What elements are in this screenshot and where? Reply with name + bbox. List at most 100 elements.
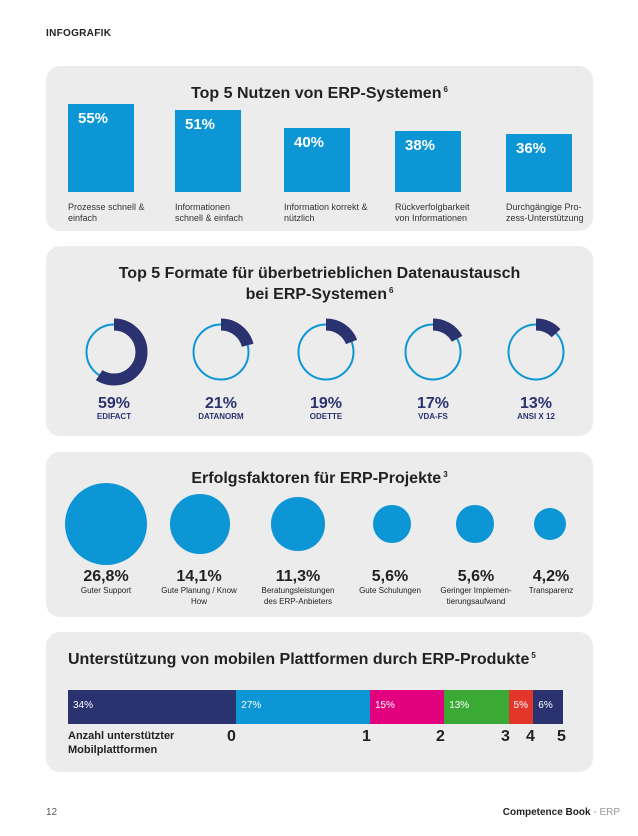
- benefits-title: Top 5 Nutzen von ERP-Systemen 6: [46, 83, 593, 104]
- formats-title-line-2: bei ERP-Systemen 6: [46, 284, 593, 305]
- format-donut: [187, 318, 255, 386]
- success-bubble: [373, 505, 411, 543]
- panel-success: Erfolgsfaktoren für ERP-Projekte 3 26,8% G…: [46, 452, 593, 617]
- book-name: Competence Book: [502, 807, 591, 818]
- mobile-title: Unterstützung von mobilen Plattformen du…: [68, 649, 536, 670]
- benefit-value: 36%: [516, 140, 547, 158]
- success-label: Transparenz: [501, 585, 601, 596]
- benefits-title-text: Top 5 Nutzen von ERP-Systemen: [191, 85, 442, 102]
- success-label: Guter Support: [56, 585, 156, 596]
- format-percent: 19%: [309, 395, 343, 412]
- success-label-line: Gute Planung / Know: [161, 586, 237, 595]
- success-label-line: Guter Support: [80, 586, 132, 595]
- mobile-segment-value: 6%: [538, 700, 553, 711]
- success-label-line: Beratungsleistungen: [261, 586, 335, 595]
- benefit-category-line: einfach: [68, 213, 98, 223]
- benefit-category-line: Prozesse schnell &: [68, 202, 145, 212]
- mobile-segment-value: 27%: [241, 700, 262, 711]
- success-bubble: [456, 505, 494, 543]
- mobile-segment: 34%: [68, 690, 237, 724]
- format-percent: 13%: [519, 395, 553, 412]
- mobile-segment-value: 5%: [513, 700, 528, 711]
- format-donut: [80, 318, 148, 386]
- success-percent: 14,1%: [176, 568, 222, 585]
- format-label: ODETTE: [309, 412, 343, 421]
- formats-title-line-1: Top 5 Formate für überbetrieblichen Date…: [118, 265, 521, 282]
- format-label: DATANORM: [198, 412, 244, 421]
- format-percent: 59%: [97, 395, 131, 412]
- benefit-value: 38%: [405, 137, 436, 155]
- formats-title-line-2-text: bei ERP-Systemen: [245, 286, 387, 303]
- mobile-segment-value: 15%: [374, 700, 395, 711]
- benefit-category: Information korrekt & nützlich: [284, 202, 368, 224]
- success-label-line: des ERP-Anbieters: [263, 597, 333, 606]
- success-label: Gute Schulungen: [340, 585, 440, 596]
- success-percent: 4,2%: [532, 568, 570, 585]
- mobile-segment: 27%: [236, 690, 370, 724]
- format-percent: 21%: [204, 395, 238, 412]
- format-donut-slice: [292, 318, 360, 386]
- success-percent: 5,6%: [457, 568, 495, 585]
- benefit-bar: [284, 128, 350, 192]
- formats-title: Top 5 Formate für überbetrieblichen Date…: [46, 263, 593, 305]
- benefit-category-line: Informationen: [175, 202, 231, 212]
- benefit-category-line: Rückverfolgbarkeit: [395, 202, 470, 212]
- format-donut: [502, 318, 570, 386]
- mobile-scale-label: 0: [227, 728, 236, 745]
- mobile-scale-label: 1: [362, 728, 371, 745]
- mobile-footnote: 5: [531, 651, 536, 660]
- success-percent: 11,3%: [275, 568, 321, 585]
- benefit-category: Prozesse schnell & einfach: [68, 202, 145, 224]
- page-number: 12: [46, 807, 58, 818]
- mobile-xlabel: Anzahl unterstützter Mobilplattformen: [68, 729, 174, 757]
- benefit-category: Informationen schnell & einfach: [175, 202, 243, 224]
- success-bubble: [65, 483, 147, 565]
- mobile-segment: 5%: [508, 690, 534, 724]
- success-percent: 26,8%: [83, 568, 129, 585]
- mobile-xlabel-line-2: Mobilplattformen: [68, 744, 158, 756]
- book-title: Competence Book - ERP: [503, 807, 620, 818]
- success-title-text: Erfolgsfaktoren für ERP-Projekte: [191, 470, 442, 487]
- book-topic: ERP: [599, 807, 620, 818]
- mobile-segment: 13%: [444, 690, 509, 724]
- benefit-bar: [506, 134, 572, 192]
- success-label: Geringer Implemen-tierungsaufwand: [426, 585, 526, 607]
- benefit-category-line: zess-Unterstützung: [506, 213, 584, 223]
- formats-footnote: 6: [388, 286, 394, 295]
- mobile-scale-label: 5: [557, 728, 566, 745]
- benefit-bar: [68, 104, 134, 192]
- format-donut: [292, 318, 360, 386]
- mobile-segment-value: 34%: [73, 700, 94, 711]
- format-label: ANSI X 12: [517, 412, 555, 421]
- mobile-title-text: Unterstützung von mobilen Plattformen du…: [68, 651, 530, 668]
- mobile-scale-label: 3: [501, 728, 510, 745]
- success-label-line: How: [190, 597, 207, 606]
- success-label-line: tierungsaufwand: [446, 597, 506, 606]
- format-donut-slice: [502, 318, 570, 386]
- format-donut-slice: [80, 318, 148, 386]
- panel-benefits: Top 5 Nutzen von ERP-Systemen 6 55% Prozes…: [46, 66, 593, 231]
- success-label-line: Geringer Implemen-: [440, 586, 512, 595]
- success-label: Gute Planung / Know How: [149, 585, 249, 607]
- benefit-category-line: schnell & einfach: [175, 213, 244, 223]
- panel-mobile: Unterstützung von mobilen Plattformen du…: [46, 632, 593, 772]
- success-bubble: [533, 507, 567, 541]
- benefit-category: Rückverfolgbarkeit von Informationen: [395, 202, 470, 224]
- book-separator: -: [590, 807, 600, 818]
- success-percent: 5,6%: [371, 568, 409, 585]
- benefit-value: 40%: [294, 134, 325, 151]
- success-footnote: 3: [443, 470, 448, 479]
- mobile-segment-value: 13%: [449, 700, 470, 711]
- benefit-category-line: nützlich: [284, 213, 315, 223]
- format-percent: 17%: [416, 395, 450, 412]
- format-donut: [399, 318, 467, 386]
- mobile-xlabel-line-1: Anzahl unterstützter: [68, 730, 175, 742]
- benefit-category: Durchgängige Pro-zess-Unterstützung: [506, 202, 584, 224]
- success-label-line: Gute Schulungen: [359, 586, 421, 595]
- benefit-value: 55%: [78, 110, 109, 127]
- format-donut-slice: [399, 318, 467, 386]
- benefits-footnote: 6: [443, 85, 448, 94]
- success-bubble: [170, 494, 230, 554]
- format-label: EDIFACT: [96, 412, 132, 421]
- mobile-scale-label: 2: [436, 728, 445, 745]
